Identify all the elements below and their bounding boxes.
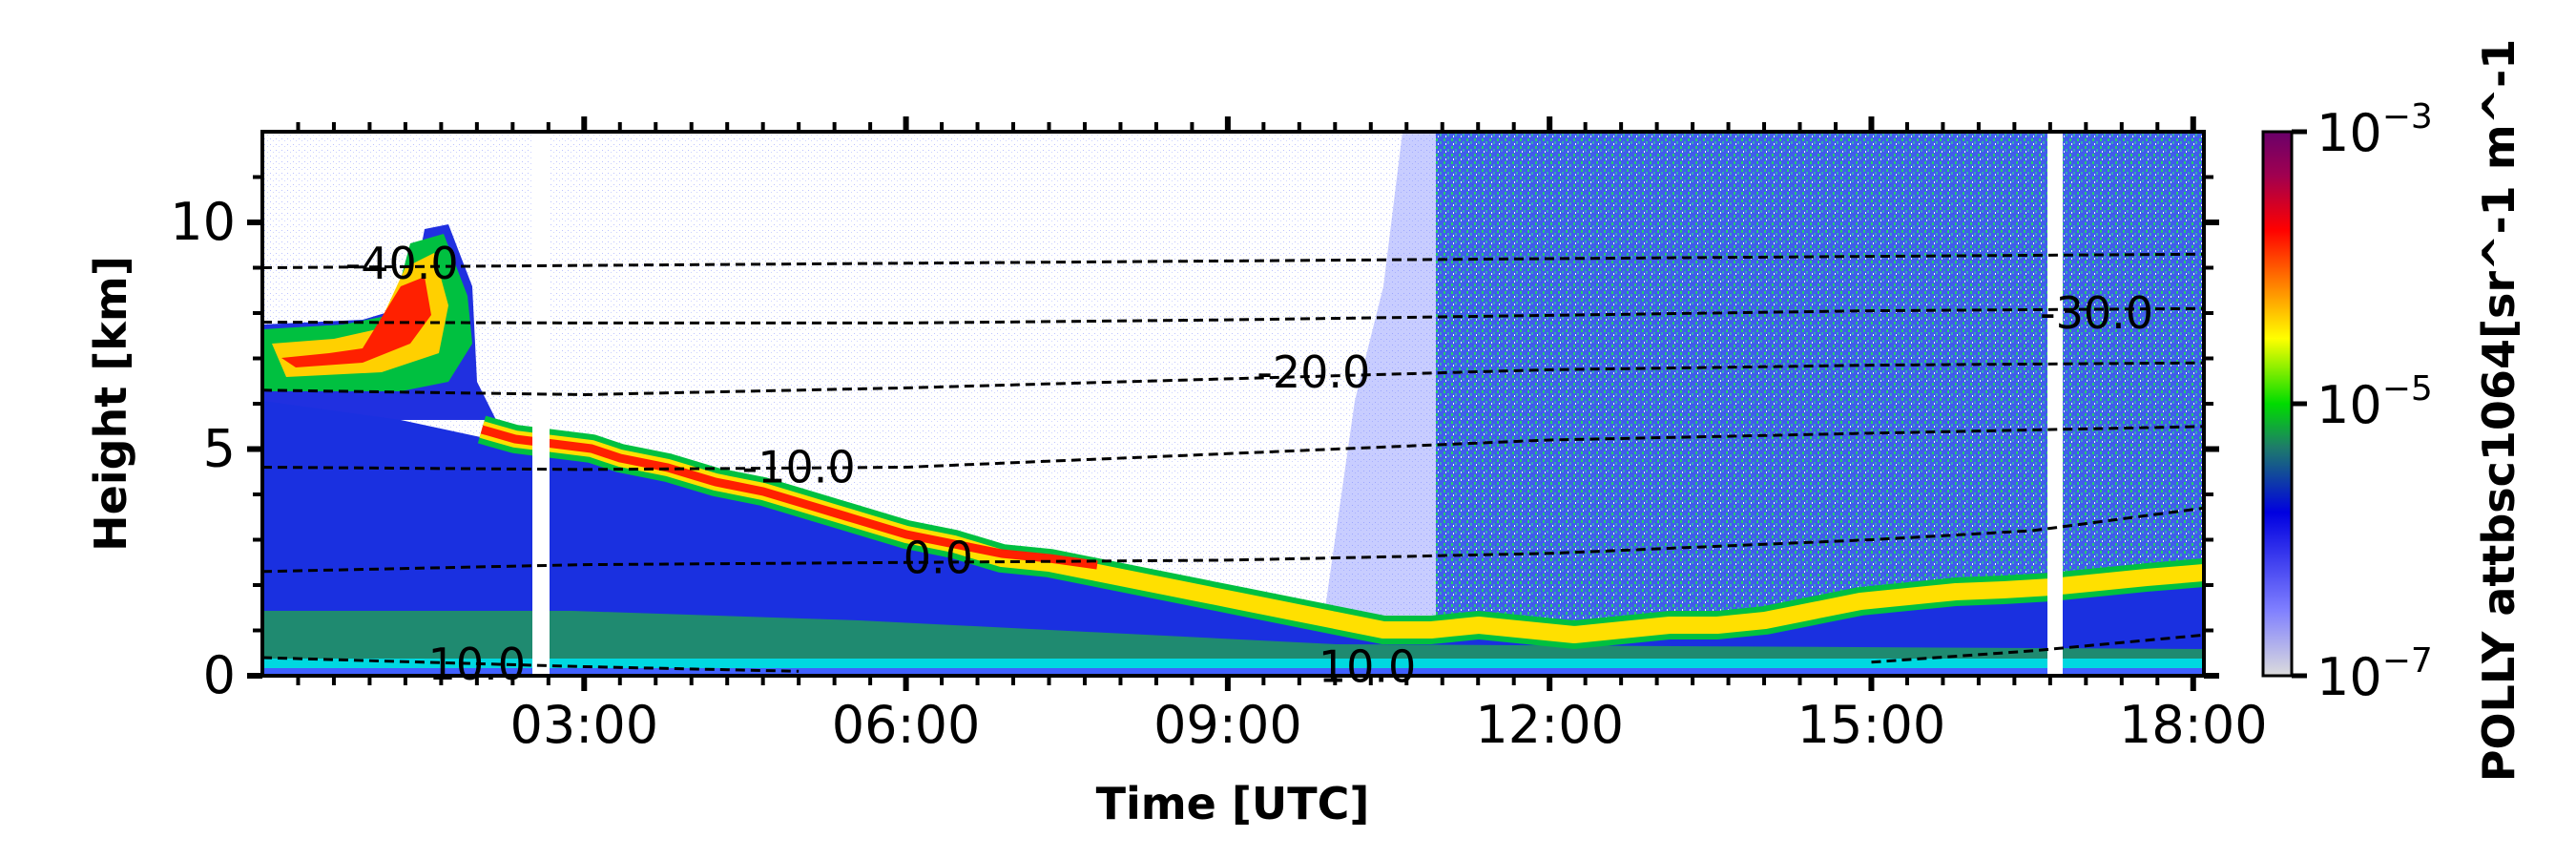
temperature-contour [262, 361, 2204, 397]
contour-label: 0.0 [904, 533, 973, 584]
temperature-contour [262, 306, 2204, 325]
data-gap [2047, 132, 2063, 676]
x-tick-label: 15:00 [1797, 695, 1946, 755]
x-axis-title: Time [UTC] [1096, 778, 1370, 829]
y-tick-label: 0 [203, 645, 236, 705]
colorbar-tick-label: 10−5 [2316, 369, 2433, 435]
temperature-contour [262, 506, 2204, 574]
y-tick-label: 10 [170, 192, 236, 252]
y-axis-title: Height [km] [85, 256, 136, 552]
y-tick-label: 5 [203, 419, 236, 479]
temperature-contour [1871, 633, 2204, 664]
temperature-contour [262, 425, 2204, 471]
colorbar-tick-label: 10−3 [2316, 97, 2433, 163]
x-tick-label: 18:00 [2119, 695, 2268, 755]
data-gap [532, 132, 550, 676]
temperature-contour [262, 252, 2204, 269]
colorbar-title: POLLY attbsc1064[sr^-1 m^-1 [2473, 39, 2524, 783]
x-tick-label: 12:00 [1475, 695, 1624, 755]
contour-label: -20.0 [1257, 346, 1370, 398]
contour-label: -40.0 [345, 238, 459, 289]
contour-label: -10.0 [742, 442, 856, 493]
x-tick-label: 09:00 [1153, 695, 1302, 755]
colorbar-tick-label: 10−7 [2316, 641, 2433, 707]
contour-label: -30.0 [2040, 287, 2153, 339]
colorbar [2261, 130, 2294, 678]
x-tick-label: 03:00 [509, 695, 658, 755]
temperature-contour [262, 656, 800, 673]
backscatter-field [262, 132, 2204, 676]
x-tick-label: 06:00 [832, 695, 981, 755]
contour-label: 10.0 [1319, 641, 1416, 693]
